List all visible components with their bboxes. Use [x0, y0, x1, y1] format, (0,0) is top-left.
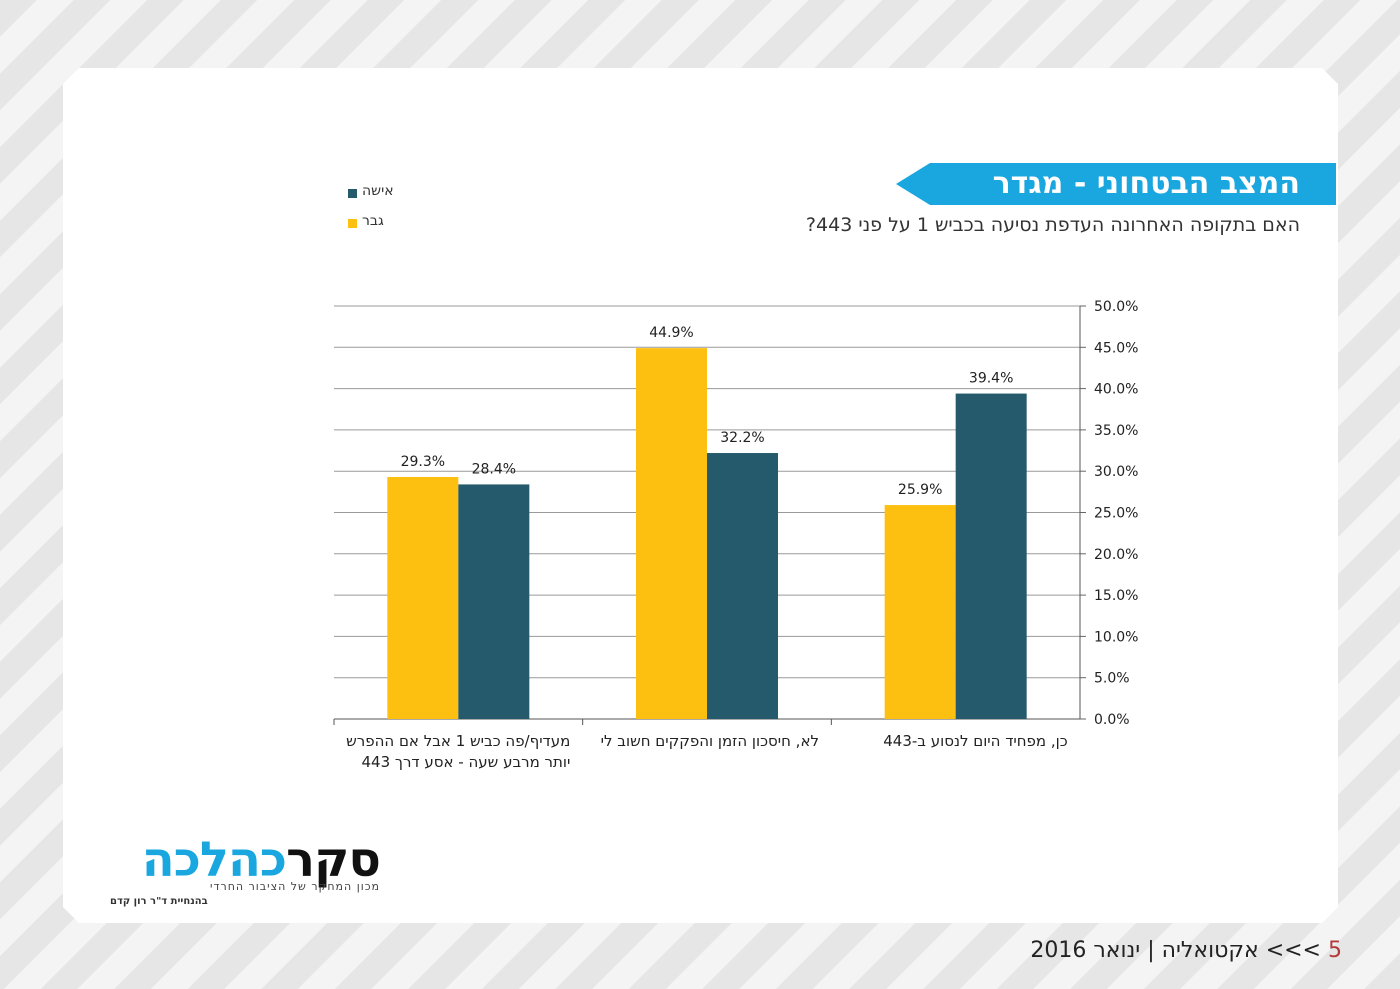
footer-date: ינואר 2016: [1030, 938, 1141, 963]
y-tick-label: 25.0%: [1094, 506, 1138, 522]
bar-man: [884, 505, 956, 719]
footer-arrows: >>>: [1265, 938, 1321, 963]
data-label: 44.9%: [649, 325, 693, 341]
bar-woman: [458, 484, 530, 719]
y-tick-label: 15.0%: [1094, 588, 1138, 604]
data-label: 39.4%: [969, 371, 1013, 387]
y-tick-label: 40.0%: [1094, 382, 1138, 398]
y-tick-label: 35.0%: [1094, 423, 1138, 439]
category-label: מעדיף/פה כביש 1 אבל אם ההפרש: [346, 732, 570, 750]
data-label: 29.3%: [401, 454, 445, 470]
logo-director: בהנחיית ד"ר רון קדם: [110, 896, 208, 907]
page-title: המצב הבטחוני - מגדר: [992, 166, 1300, 201]
category-label: יותר מרבע שעה - אסע דרך 443: [362, 753, 571, 771]
y-tick-label: 0.0%: [1094, 712, 1130, 728]
legend-swatch-man: [348, 219, 357, 228]
category-label: כן, מפחיד היום לנסוע ב-443: [883, 732, 1067, 750]
y-tick-label: 5.0%: [1094, 671, 1130, 687]
page-number: 5: [1328, 938, 1342, 963]
page-footer: 5 >>> אקטואליה | ינואר 2016: [1030, 938, 1342, 963]
legend-item-man: גבר: [346, 213, 406, 233]
footer-section: אקטואליה: [1161, 938, 1259, 963]
footer-separator: |: [1147, 938, 1155, 963]
bar-man: [387, 476, 459, 719]
bar-man: [636, 348, 707, 719]
data-label: 32.2%: [720, 430, 764, 446]
y-tick-label: 10.0%: [1094, 629, 1138, 645]
legend-label-man: גבר: [362, 213, 384, 229]
logo-part2: כהלכה: [141, 832, 287, 888]
data-label: 25.9%: [898, 482, 942, 498]
logo-tagline: מכון המחקר של הציבור החרדי: [210, 880, 380, 893]
y-tick-label: 30.0%: [1094, 464, 1138, 480]
logo-part1: סקר: [286, 832, 381, 888]
data-label: 28.4%: [472, 461, 516, 477]
question-subtitle: האם בתקופה האחרונה העדפת נסיעה בכביש 1 ע…: [805, 214, 1300, 236]
logo: סקרכהלכה מכון המחקר של הציבור החרדי בהנח…: [110, 832, 381, 912]
category-label: לא, חיסכון הזמן והפקקים חשוב לי: [601, 732, 819, 750]
legend-item-woman: אישה: [346, 183, 406, 203]
y-tick-label: 20.0%: [1094, 547, 1138, 563]
y-tick-label: 50.0%: [1094, 299, 1138, 315]
legend-swatch-woman: [348, 189, 357, 198]
title-banner: המצב הבטחוני - מגדר: [896, 163, 1336, 205]
logo-wordmark: סקרכהלכה: [141, 832, 381, 888]
legend-label-woman: אישה: [362, 183, 394, 199]
y-tick-label: 45.0%: [1094, 340, 1138, 356]
bar-woman: [707, 453, 778, 719]
bar-woman: [955, 393, 1027, 719]
